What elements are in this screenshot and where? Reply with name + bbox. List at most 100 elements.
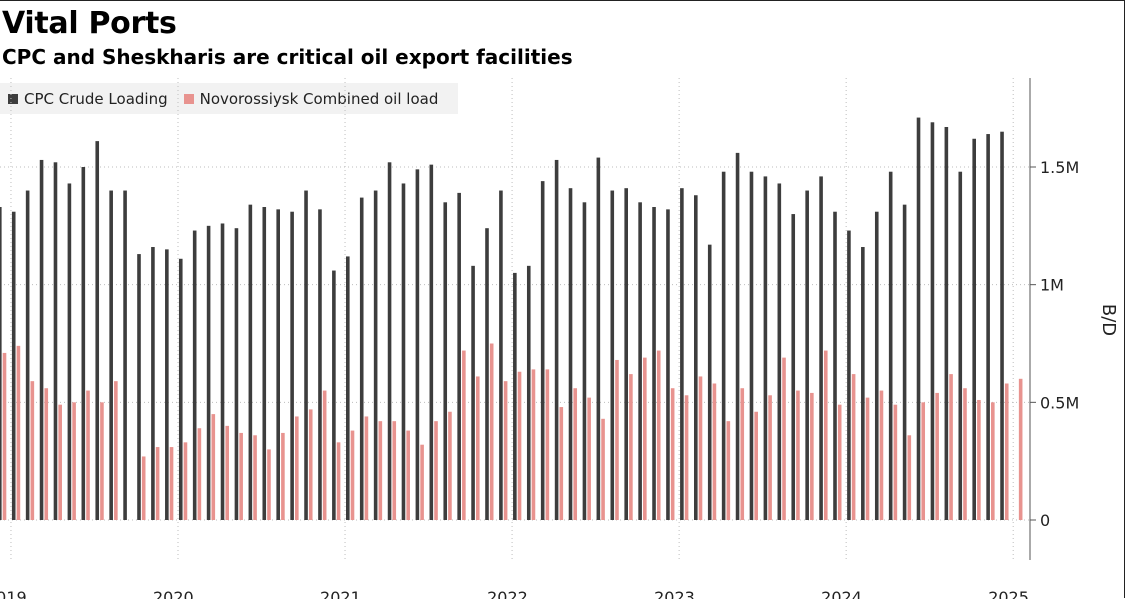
bar-novorossiysk-combined <box>531 369 536 520</box>
bar-novorossiysk-combined <box>364 416 369 520</box>
bar-novorossiysk-combined <box>197 428 202 520</box>
bar-novorossiysk-combined <box>100 402 104 520</box>
bar-novorossiysk-combined <box>58 404 62 520</box>
bar-cpc-crude-loading <box>318 209 322 521</box>
legend-label-novorossiysk: Novorossiysk Combined oil load <box>199 89 439 108</box>
bar-novorossiysk-combined <box>712 383 717 520</box>
bar-cpc-crude-loading <box>777 183 782 520</box>
bar-cpc-crude-loading <box>11 211 16 521</box>
bar-novorossiysk-combined <box>420 444 424 520</box>
bar-cpc-crude-loading <box>123 190 127 521</box>
bar-cpc-crude-loading <box>165 249 169 520</box>
bar-novorossiysk-combined <box>114 381 118 520</box>
bar-cpc-crude-loading <box>276 209 280 521</box>
bar-novorossiysk-combined <box>879 390 884 520</box>
bar-novorossiysk-combined <box>30 381 35 520</box>
bar-novorossiysk-combined <box>503 381 508 520</box>
x-tick-label: 2020 <box>153 588 194 599</box>
bar-novorossiysk-combined <box>559 407 564 520</box>
chart-legend: CPC Crude Loading Novorossiysk Combined … <box>0 83 458 114</box>
bar-cpc-crude-loading <box>220 223 225 521</box>
bar-cpc-crude-loading <box>109 190 113 521</box>
bar-novorossiysk-combined <box>754 411 758 520</box>
bar-novorossiysk-combined <box>225 425 230 520</box>
bar-cpc-crude-loading <box>234 228 239 521</box>
bar-cpc-crude-loading <box>373 190 378 521</box>
bar-cpc-crude-loading <box>624 188 628 520</box>
bar-cpc-crude-loading <box>554 159 559 520</box>
bar-novorossiysk-combined <box>308 409 313 520</box>
bar-cpc-crude-loading <box>930 122 935 520</box>
bar-novorossiysk-combined <box>851 374 856 520</box>
bar-novorossiysk-combined <box>378 421 383 520</box>
bar-novorossiysk-combined <box>907 435 912 520</box>
legend-swatch-novorossiysk <box>183 93 194 104</box>
bar-novorossiysk-combined <box>322 390 327 520</box>
bar-cpc-crude-loading <box>499 190 503 521</box>
bar-novorossiysk-combined <box>1004 383 1009 520</box>
bar-cpc-crude-loading <box>916 117 921 520</box>
bar-novorossiysk-combined <box>684 395 689 520</box>
bar-cpc-crude-loading <box>151 247 155 520</box>
chart-subtitle: CPC and Sheskharis are critical oil expo… <box>2 45 573 69</box>
bar-novorossiysk-combined <box>44 388 49 520</box>
bar-novorossiysk-combined <box>253 435 257 520</box>
x-tick-label: 2023 <box>654 588 695 599</box>
bar-novorossiysk-combined <box>350 430 355 520</box>
bar-cpc-crude-loading <box>986 134 990 520</box>
x-tick-label: 2024 <box>821 588 862 599</box>
bar-cpc-crude-loading <box>819 176 823 520</box>
bar-novorossiysk-combined <box>991 402 995 520</box>
bar-cpc-crude-loading <box>902 204 907 521</box>
bar-novorossiysk-combined <box>823 350 828 520</box>
bar-cpc-crude-loading <box>387 162 392 520</box>
legend-item-novorossiysk: Novorossiysk Combined oil load <box>183 89 439 108</box>
bar-cpc-crude-loading <box>457 192 461 521</box>
legend-label-cpc: CPC Crude Loading <box>24 89 168 108</box>
bar-cpc-crude-loading <box>707 244 712 520</box>
bar-cpc-crude-loading <box>861 247 865 520</box>
bar-novorossiysk-combined <box>837 404 842 520</box>
bar-cpc-crude-loading <box>540 181 545 520</box>
bar-novorossiysk-combined <box>406 430 410 520</box>
bar-cpc-crude-loading <box>610 190 615 521</box>
bar-novorossiysk-combined <box>86 390 90 520</box>
bar-cpc-crude-loading <box>791 214 796 521</box>
bar-cpc-crude-loading <box>206 225 211 521</box>
grid-layer <box>0 78 1030 560</box>
y-tick-label: 1.5M <box>1040 158 1079 177</box>
bar-novorossiysk-combined <box>448 411 452 520</box>
bar-cpc-crude-loading <box>972 138 976 520</box>
bar-novorossiysk-combined <box>949 374 953 520</box>
bars-layer <box>0 117 1023 521</box>
bar-novorossiysk-combined <box>768 395 772 520</box>
y-axis-title: B/D <box>1098 304 1119 336</box>
bar-novorossiysk-combined <box>587 397 591 520</box>
bar-novorossiysk-combined <box>893 404 898 520</box>
y-tick-label: 0 <box>1040 511 1050 530</box>
bar-novorossiysk-combined <box>810 392 814 520</box>
bar-cpc-crude-loading <box>694 195 698 521</box>
chart-title: Vital Ports <box>2 6 177 41</box>
bar-cpc-crude-loading <box>735 152 740 520</box>
bar-cpc-crude-loading <box>53 162 58 520</box>
bar-novorossiysk-combined <box>643 357 647 520</box>
bar-novorossiysk-combined <box>726 421 731 520</box>
bar-cpc-crude-loading <box>944 126 949 520</box>
bar-cpc-crude-loading <box>137 254 141 520</box>
bar-cpc-crude-loading <box>1000 131 1004 520</box>
bar-novorossiysk-combined <box>656 350 661 520</box>
bar-cpc-crude-loading <box>359 197 364 521</box>
bar-cpc-crude-loading <box>81 167 86 520</box>
x-tick-label: 2019 <box>0 588 27 599</box>
y-tick-label: 1M <box>1040 276 1064 295</box>
bar-cpc-crude-loading <box>67 183 72 520</box>
bar-cpc-crude-loading <box>680 188 684 520</box>
bar-cpc-crude-loading <box>568 188 573 520</box>
bar-cpc-crude-loading <box>805 190 809 521</box>
bar-cpc-crude-loading <box>415 169 420 520</box>
bar-novorossiysk-combined <box>489 343 494 520</box>
bar-novorossiysk-combined <box>183 442 188 520</box>
bar-cpc-crude-loading <box>25 190 30 521</box>
bar-cpc-crude-loading <box>262 207 267 521</box>
